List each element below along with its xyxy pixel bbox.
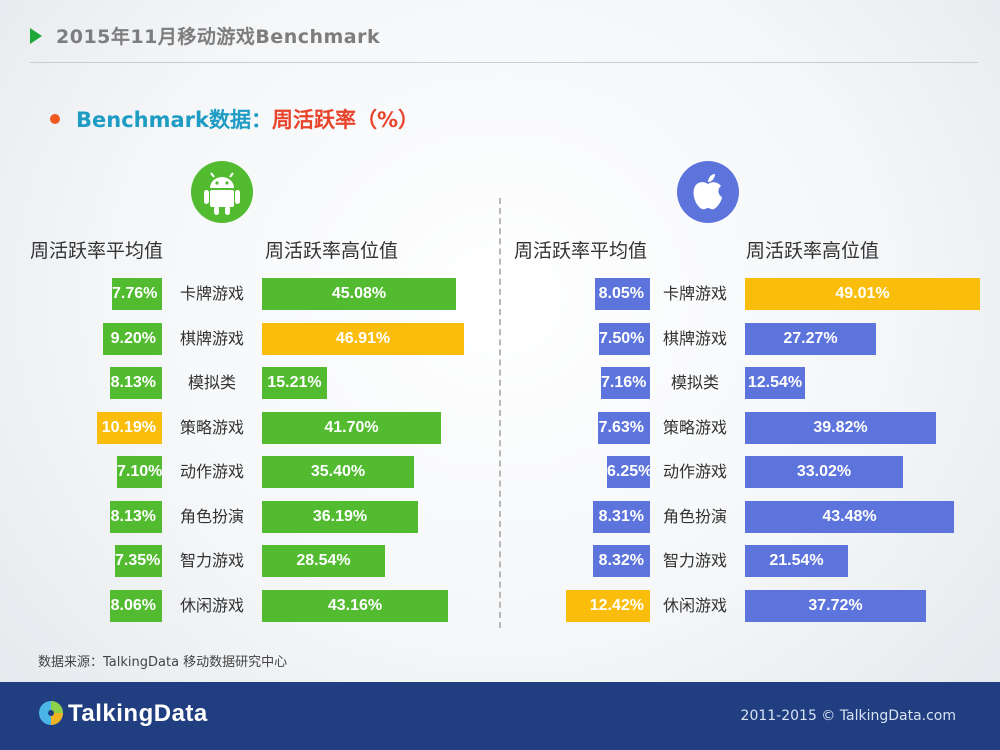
ios-avg-bar: 8.31% [593,500,650,533]
android-category-label: 模拟类 [187,373,236,392]
ios-row: 12.42% 休闲游戏 37.72% [0,589,1000,622]
logo-text: TalkingData [68,700,208,727]
ios-row: 7.16% 模拟类 12.54% [0,367,1000,399]
android-row: 10.19% 策略游戏 41.70% [0,411,1000,444]
apple-icon [677,161,739,223]
android-high-header: 周活跃率高位值 [265,240,399,262]
footer-bar: TalkingData 2011-2015 © TalkingData.com [0,682,1000,750]
ios-category-label: 卡牌游戏 [662,284,727,303]
android-avg-bar: 7.76% [112,278,162,310]
platform-divider [499,198,501,628]
ios-high-bar: 12.54% [745,367,805,399]
data-source-note: 数据来源：TalkingData 移动数据研究中心 [38,655,288,670]
android-row: 8.13% 角色扮演 36.19% [0,500,1000,533]
android-icon [191,161,253,223]
android-high-bar: 36.19% [262,500,418,533]
ios-high-header: 周活跃率高位值 [746,240,880,262]
bullet-dot-icon [50,114,60,124]
play-triangle-icon [30,28,42,44]
subtitle-metric: 周活跃率（%） [271,108,420,132]
ios-row: 8.32% 智力游戏 21.54% [0,545,1000,577]
android-avg-header: 周活跃率平均值 [30,240,164,262]
slide-title: 2015年11月移动游戏Benchmark [56,26,381,48]
talkingdata-logo: TalkingData [38,700,208,728]
android-row: 8.13% 模拟类 15.21% [0,367,1000,399]
android-high-bar: 45.08% [262,278,456,310]
ios-avg-bar: 7.63% [598,411,650,444]
android-row: 7.35% 智力游戏 28.54% [0,545,1000,577]
android-row: 7.76% 卡牌游戏 45.08% [0,278,1000,310]
ios-high-bar: 27.27% [745,322,876,355]
ios-category-label: 模拟类 [670,373,719,392]
android-category-label: 棋牌游戏 [179,328,244,348]
ios-row: 8.05% 卡牌游戏 49.01% [0,278,1000,310]
android-high-bar: 41.70% [262,411,441,444]
ios-avg-bar: 6.25% [607,456,652,488]
ios-category-label: 动作游戏 [662,462,727,481]
ios-row: 6.25% 动作游戏 33.02% [0,456,1000,488]
ios-category-label: 智力游戏 [662,551,727,570]
android-avg-bar: 9.20% [103,322,162,355]
android-category-label: 角色扮演 [179,506,244,526]
android-high-bar: 35.40% [262,456,414,488]
ios-high-bar: 37.72% [745,589,926,622]
android-high-bar: 28.54% [262,545,385,577]
ios-avg-bar: 12.42% [566,589,650,622]
ios-avg-bar: 7.16% [601,367,650,399]
ios-high-bar: 39.82% [745,411,936,444]
android-avg-bar: 8.13% [110,500,162,533]
android-avg-bar: 7.35% [115,545,162,577]
ios-avg-bar: 7.50% [599,322,650,355]
android-category-label: 休闲游戏 [179,595,244,615]
android-category-label: 动作游戏 [179,462,244,481]
android-category-label: 卡牌游戏 [179,284,244,303]
ios-high-bar: 43.48% [745,500,954,533]
header-divider [30,62,978,63]
ios-avg-bar: 8.05% [595,278,650,310]
android-avg-bar: 8.06% [110,589,162,622]
ios-category-label: 角色扮演 [662,506,727,526]
ios-high-bar: 49.01% [745,278,980,310]
section-subtitle: Benchmark数据：周活跃率（%） [50,104,419,134]
android-avg-bar: 10.19% [97,411,162,444]
ios-high-bar: 21.54% [745,545,848,577]
ios-avg-bar: 8.32% [593,545,650,577]
subtitle-prefix: Benchmark数据： [76,108,272,132]
ios-avg-header: 周活跃率平均值 [514,240,648,262]
android-row: 9.20% 棋牌游戏 46.91% [0,322,1000,355]
ios-high-bar: 33.02% [745,456,903,488]
ios-category-label: 休闲游戏 [662,595,727,615]
ios-category-label: 棋牌游戏 [662,328,727,348]
android-category-label: 策略游戏 [179,417,244,437]
logo-mark-icon [39,700,63,725]
android-high-bar: 46.91% [262,322,464,355]
android-high-bar: 43.16% [262,589,448,622]
ios-row: 7.63% 策略游戏 39.82% [0,411,1000,444]
ios-category-label: 策略游戏 [662,417,727,437]
ios-row: 8.31% 角色扮演 43.48% [0,500,1000,533]
copyright-text: 2011-2015 © TalkingData.com [740,708,956,724]
android-row: 8.06% 休闲游戏 43.16% [0,589,1000,622]
android-row: 7.10% 动作游戏 35.40% [0,456,1000,488]
android-high-bar: 15.21% [262,367,327,399]
ios-row: 7.50% 棋牌游戏 27.27% [0,322,1000,355]
android-category-label: 智力游戏 [179,551,244,570]
android-avg-bar: 7.10% [117,456,162,488]
slide-header: 2015年11月移动游戏Benchmark [0,0,1000,70]
android-avg-bar: 8.13% [110,367,162,399]
